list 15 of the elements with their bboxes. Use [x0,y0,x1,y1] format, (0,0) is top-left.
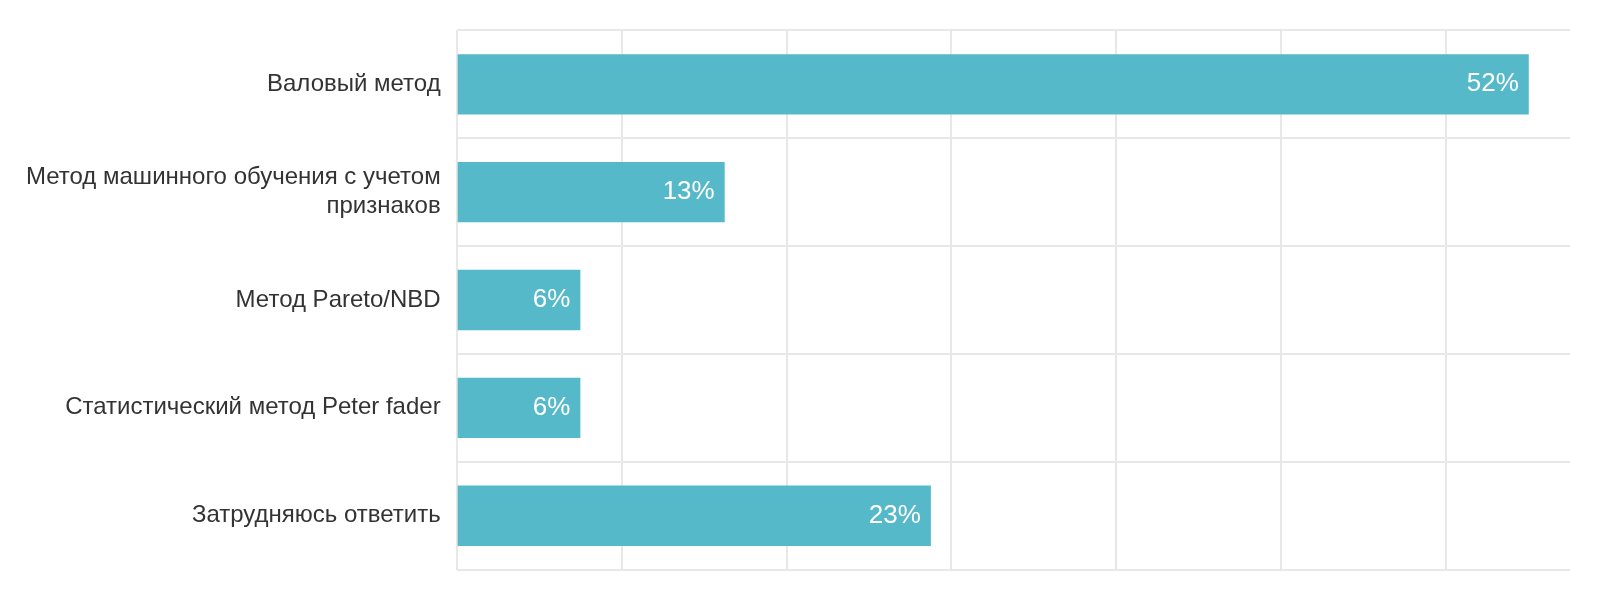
data-label: 23% [868,498,921,529]
bar [457,377,581,439]
y-tick-label: Затрудняюсь ответить [191,500,441,528]
y-tick-label: Валовый метод [267,68,441,96]
bar [457,54,1529,115]
data-label: 6% [532,283,571,314]
data-label: 6% [532,391,571,422]
y-tick-label: Метод машинного обучения с учетом признаков [26,162,441,219]
y-tick-label: Статистический метод Peter fader [65,392,441,420]
y-tick-label: Метод Pareto/NBD [235,284,441,312]
bar [457,269,581,331]
bar [457,161,725,223]
bar [457,485,931,546]
data-label: 13% [662,175,715,206]
data-label: 52% [1466,67,1519,98]
